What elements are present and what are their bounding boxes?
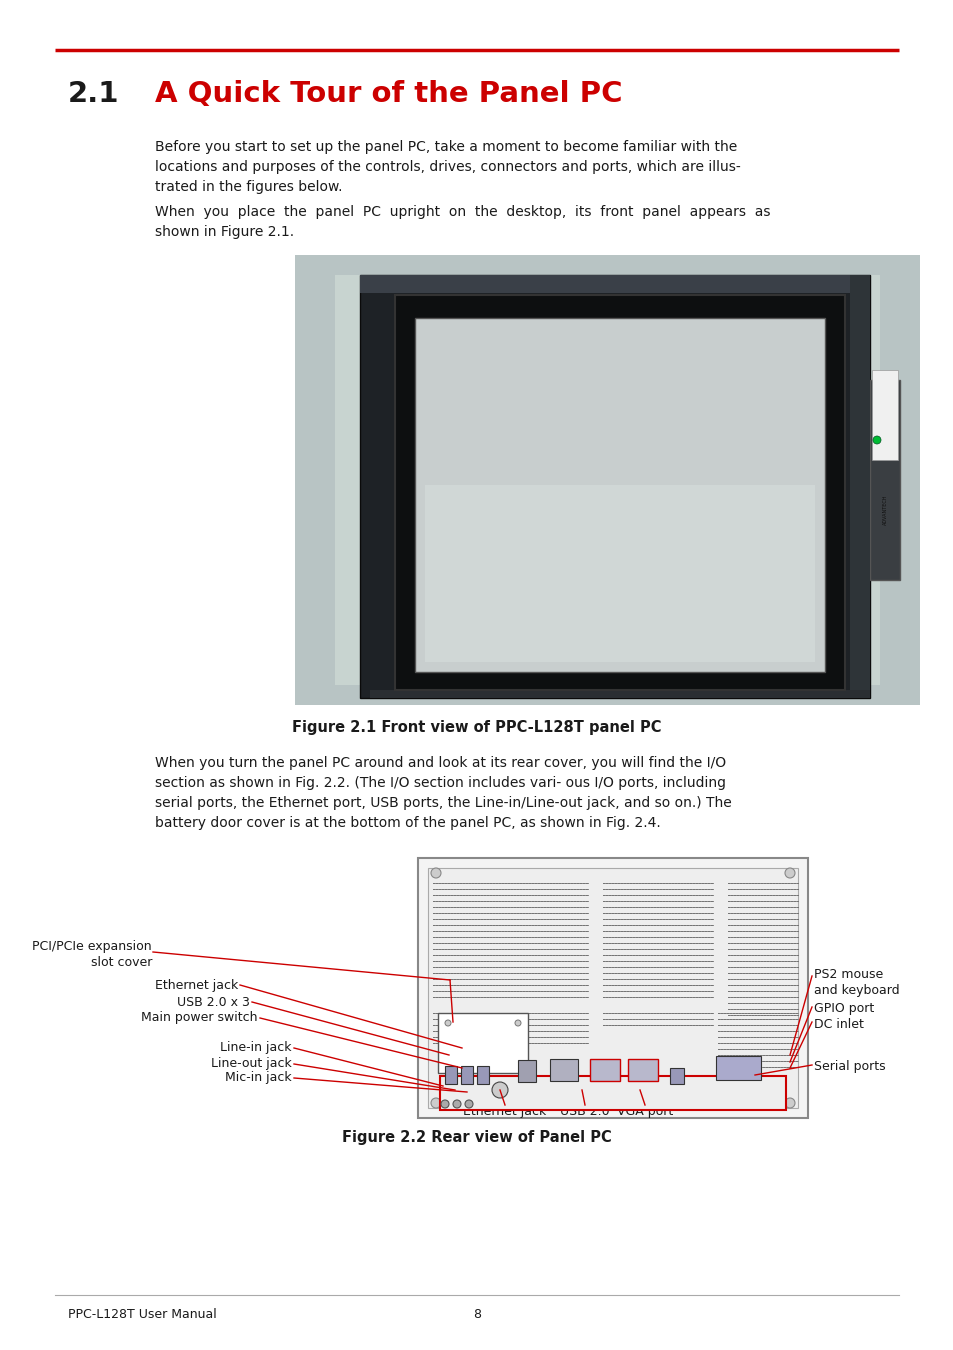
Text: 2.1: 2.1 <box>68 80 119 108</box>
Bar <box>428 868 797 1108</box>
Text: A Quick Tour of the Panel PC: A Quick Tour of the Panel PC <box>154 80 622 108</box>
Bar <box>359 275 869 293</box>
Circle shape <box>440 1100 449 1108</box>
Bar <box>476 1066 489 1084</box>
Text: trated in the figures below.: trated in the figures below. <box>154 180 342 194</box>
Text: PPC-L128T User Manual: PPC-L128T User Manual <box>68 1308 216 1322</box>
Circle shape <box>492 1081 507 1098</box>
Text: Figure 2.1 Front view of PPC-L128T panel PC: Figure 2.1 Front view of PPC-L128T panel… <box>292 720 661 734</box>
Bar <box>550 1058 578 1081</box>
Bar <box>869 379 899 580</box>
Text: serial ports, the Ethernet port, USB ports, the Line-in/Line-out jack, and so on: serial ports, the Ethernet port, USB por… <box>154 796 731 810</box>
Text: Figure 2.2 Rear view of Panel PC: Figure 2.2 Rear view of Panel PC <box>342 1130 611 1145</box>
Bar <box>415 319 824 672</box>
Text: VGA port: VGA port <box>617 1106 673 1118</box>
Bar <box>335 275 879 684</box>
Text: Line-out jack: Line-out jack <box>211 1057 292 1071</box>
Text: Before you start to set up the panel PC, take a moment to become familiar with t: Before you start to set up the panel PC,… <box>154 140 737 154</box>
Text: Serial ports: Serial ports <box>813 1060 884 1073</box>
Text: battery door cover is at the bottom of the panel PC, as shown in Fig. 2.4.: battery door cover is at the bottom of t… <box>154 815 660 830</box>
Bar <box>294 255 919 705</box>
Text: USB 2.0: USB 2.0 <box>559 1106 609 1118</box>
Circle shape <box>784 868 794 878</box>
Bar <box>871 370 897 460</box>
Text: When you turn the panel PC around and look at its rear cover, you will find the : When you turn the panel PC around and lo… <box>154 756 725 770</box>
Text: PS2 mouse: PS2 mouse <box>813 968 882 981</box>
Bar <box>669 1068 683 1084</box>
Bar <box>460 1066 473 1084</box>
Circle shape <box>444 1021 451 1026</box>
Text: Ethernet jack: Ethernet jack <box>154 979 237 991</box>
Bar <box>359 275 869 698</box>
Text: and keyboard: and keyboard <box>813 984 899 998</box>
Bar <box>370 690 869 698</box>
Bar <box>417 859 807 1118</box>
Text: Ethernet jack: Ethernet jack <box>463 1106 546 1118</box>
Circle shape <box>453 1100 460 1108</box>
Bar <box>627 1058 658 1081</box>
Bar <box>424 485 814 662</box>
Text: 8: 8 <box>473 1308 480 1322</box>
Text: slot cover: slot cover <box>91 956 152 969</box>
Text: section as shown in Fig. 2.2. (The I/O section includes vari- ous I/O ports, inc: section as shown in Fig. 2.2. (The I/O s… <box>154 776 725 790</box>
Text: Main power switch: Main power switch <box>141 1011 257 1025</box>
Text: Line-in jack: Line-in jack <box>220 1041 292 1054</box>
Text: When  you  place  the  panel  PC  upright  on  the  desktop,  its  front  panel : When you place the panel PC upright on t… <box>154 205 770 219</box>
Bar <box>849 275 869 698</box>
Circle shape <box>872 436 880 444</box>
Circle shape <box>431 1098 440 1108</box>
Text: ADVANTECH: ADVANTECH <box>882 494 886 525</box>
Bar <box>437 1012 527 1073</box>
Text: DC inlet: DC inlet <box>813 1018 863 1031</box>
Text: Mic-in jack: Mic-in jack <box>225 1072 292 1084</box>
Circle shape <box>784 1098 794 1108</box>
Text: shown in Figure 2.1.: shown in Figure 2.1. <box>154 225 294 239</box>
Text: PCI/PCIe expansion: PCI/PCIe expansion <box>32 940 152 953</box>
Circle shape <box>464 1100 473 1108</box>
Text: USB 2.0 x 3: USB 2.0 x 3 <box>177 995 250 1008</box>
Bar <box>716 1056 760 1080</box>
Bar <box>395 296 844 690</box>
Bar <box>439 1076 785 1110</box>
Bar <box>517 1060 536 1081</box>
Circle shape <box>431 868 440 878</box>
Bar <box>589 1058 619 1081</box>
Bar <box>444 1066 456 1084</box>
Text: locations and purposes of the controls, drives, connectors and ports, which are : locations and purposes of the controls, … <box>154 161 740 174</box>
Circle shape <box>515 1021 520 1026</box>
Text: GPIO port: GPIO port <box>813 1002 873 1015</box>
